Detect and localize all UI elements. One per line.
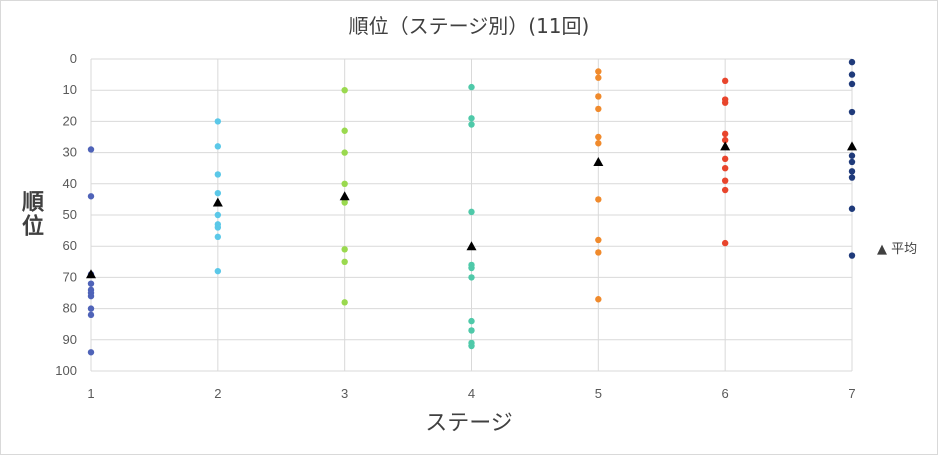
data-point-stage-4 [468, 121, 475, 128]
data-point-stage-2 [214, 143, 222, 150]
data-point-stage-1 [87, 146, 95, 153]
y-tick-label: 0 [70, 51, 77, 66]
data-point-stage-3 [341, 127, 348, 134]
data-point-stage-6 [721, 165, 729, 172]
data-point-stage-2 [214, 224, 222, 231]
x-tick-label: 6 [722, 386, 729, 401]
data-point-stage-4 [468, 264, 475, 272]
average-marker [593, 156, 604, 166]
data-point-stage-6 [721, 99, 729, 106]
average-marker [86, 269, 96, 279]
data-point-stage-1 [87, 292, 95, 300]
x-tick-label: 4 [468, 386, 475, 401]
average-marker [847, 141, 857, 151]
data-point-stage-7 [848, 174, 856, 181]
data-point-stage-4 [468, 327, 475, 334]
legend-triangle-icon: ▲ [877, 242, 887, 257]
data-point-stage-7 [848, 71, 856, 78]
data-point-stage-5 [595, 296, 602, 303]
data-point-stage-5 [595, 249, 602, 256]
data-point-stage-3 [341, 87, 348, 94]
data-point-stage-6 [721, 239, 729, 247]
y-tick-label: 60 [63, 238, 77, 253]
y-tick-label: 80 [63, 301, 77, 316]
data-point-stage-7 [848, 158, 856, 166]
x-tick-label: 1 [87, 386, 94, 401]
y-tick-label: 10 [63, 82, 77, 97]
legend: ▲ 平均 [877, 238, 917, 257]
y-tick-label: 70 [63, 269, 77, 284]
y-tick-label: 50 [63, 207, 77, 222]
data-point-stage-5 [595, 196, 602, 203]
y-tick-label: 30 [63, 145, 77, 160]
data-point-stage-5 [595, 140, 602, 147]
data-point-stage-5 [595, 93, 602, 100]
data-point-stage-3 [341, 149, 348, 156]
x-axis-label: ステージ [425, 411, 513, 436]
data-point-stage-1 [87, 349, 95, 356]
average-marker [339, 191, 350, 201]
average-marker [212, 197, 223, 207]
data-point-stage-1 [87, 305, 95, 312]
data-point-stage-7 [848, 205, 856, 212]
data-point-stage-4 [468, 317, 475, 325]
data-point-stage-7 [848, 152, 856, 159]
data-point-stage-1 [87, 280, 95, 287]
legend-average-label: 平均 [891, 242, 918, 257]
y-axis-label: 順位 [18, 190, 43, 238]
data-point-stage-3 [341, 180, 348, 187]
data-point-stage-6 [721, 186, 729, 194]
data-point-stage-6 [721, 136, 729, 144]
data-point-stage-3 [341, 258, 348, 265]
x-tick-label: 7 [848, 386, 855, 401]
data-point-stage-6 [721, 130, 729, 138]
data-point-stage-5 [595, 105, 602, 113]
data-point-stage-3 [341, 299, 348, 306]
data-point-stage-7 [848, 108, 856, 116]
data-point-stage-2 [214, 233, 222, 241]
average-marker [720, 141, 731, 151]
y-tick-label: 20 [63, 113, 77, 128]
data-point-stage-4 [468, 274, 475, 281]
data-point-stage-6 [721, 177, 729, 184]
data-point-stage-7 [848, 168, 856, 175]
data-point-stage-2 [214, 189, 222, 197]
data-point-stage-4 [468, 83, 475, 91]
data-point-stage-1 [87, 193, 95, 200]
y-tick-label: 40 [63, 176, 77, 191]
data-point-stage-5 [595, 74, 602, 81]
chart-title: 順位（ステージ別）(11回) [348, 14, 590, 38]
data-point-stage-2 [214, 171, 222, 178]
y-tick-label: 100 [55, 363, 77, 378]
data-point-stage-2 [214, 118, 222, 125]
data-point-stage-7 [848, 80, 856, 88]
data-point-stage-1 [87, 311, 95, 319]
data-point-stage-5 [595, 133, 602, 141]
x-tick-label: 3 [341, 386, 348, 401]
data-point-stage-7 [848, 252, 856, 259]
y-tick-label: 90 [63, 332, 77, 347]
x-tick-label: 2 [214, 386, 221, 401]
data-point-stage-5 [595, 236, 602, 244]
data-point-stage-6 [721, 155, 729, 163]
data-point-stage-4 [468, 342, 475, 350]
data-point-stage-3 [341, 199, 348, 206]
average-marker [466, 241, 477, 251]
data-point-stage-2 [214, 267, 222, 275]
data-point-stage-4 [468, 115, 475, 122]
data-point-stage-4 [468, 208, 475, 216]
data-point-stage-5 [595, 68, 602, 75]
data-point-stage-3 [341, 246, 348, 253]
data-point-stage-2 [214, 211, 222, 219]
x-tick-label: 5 [595, 386, 602, 401]
data-point-stage-7 [848, 58, 856, 66]
data-point-stage-6 [721, 77, 729, 85]
